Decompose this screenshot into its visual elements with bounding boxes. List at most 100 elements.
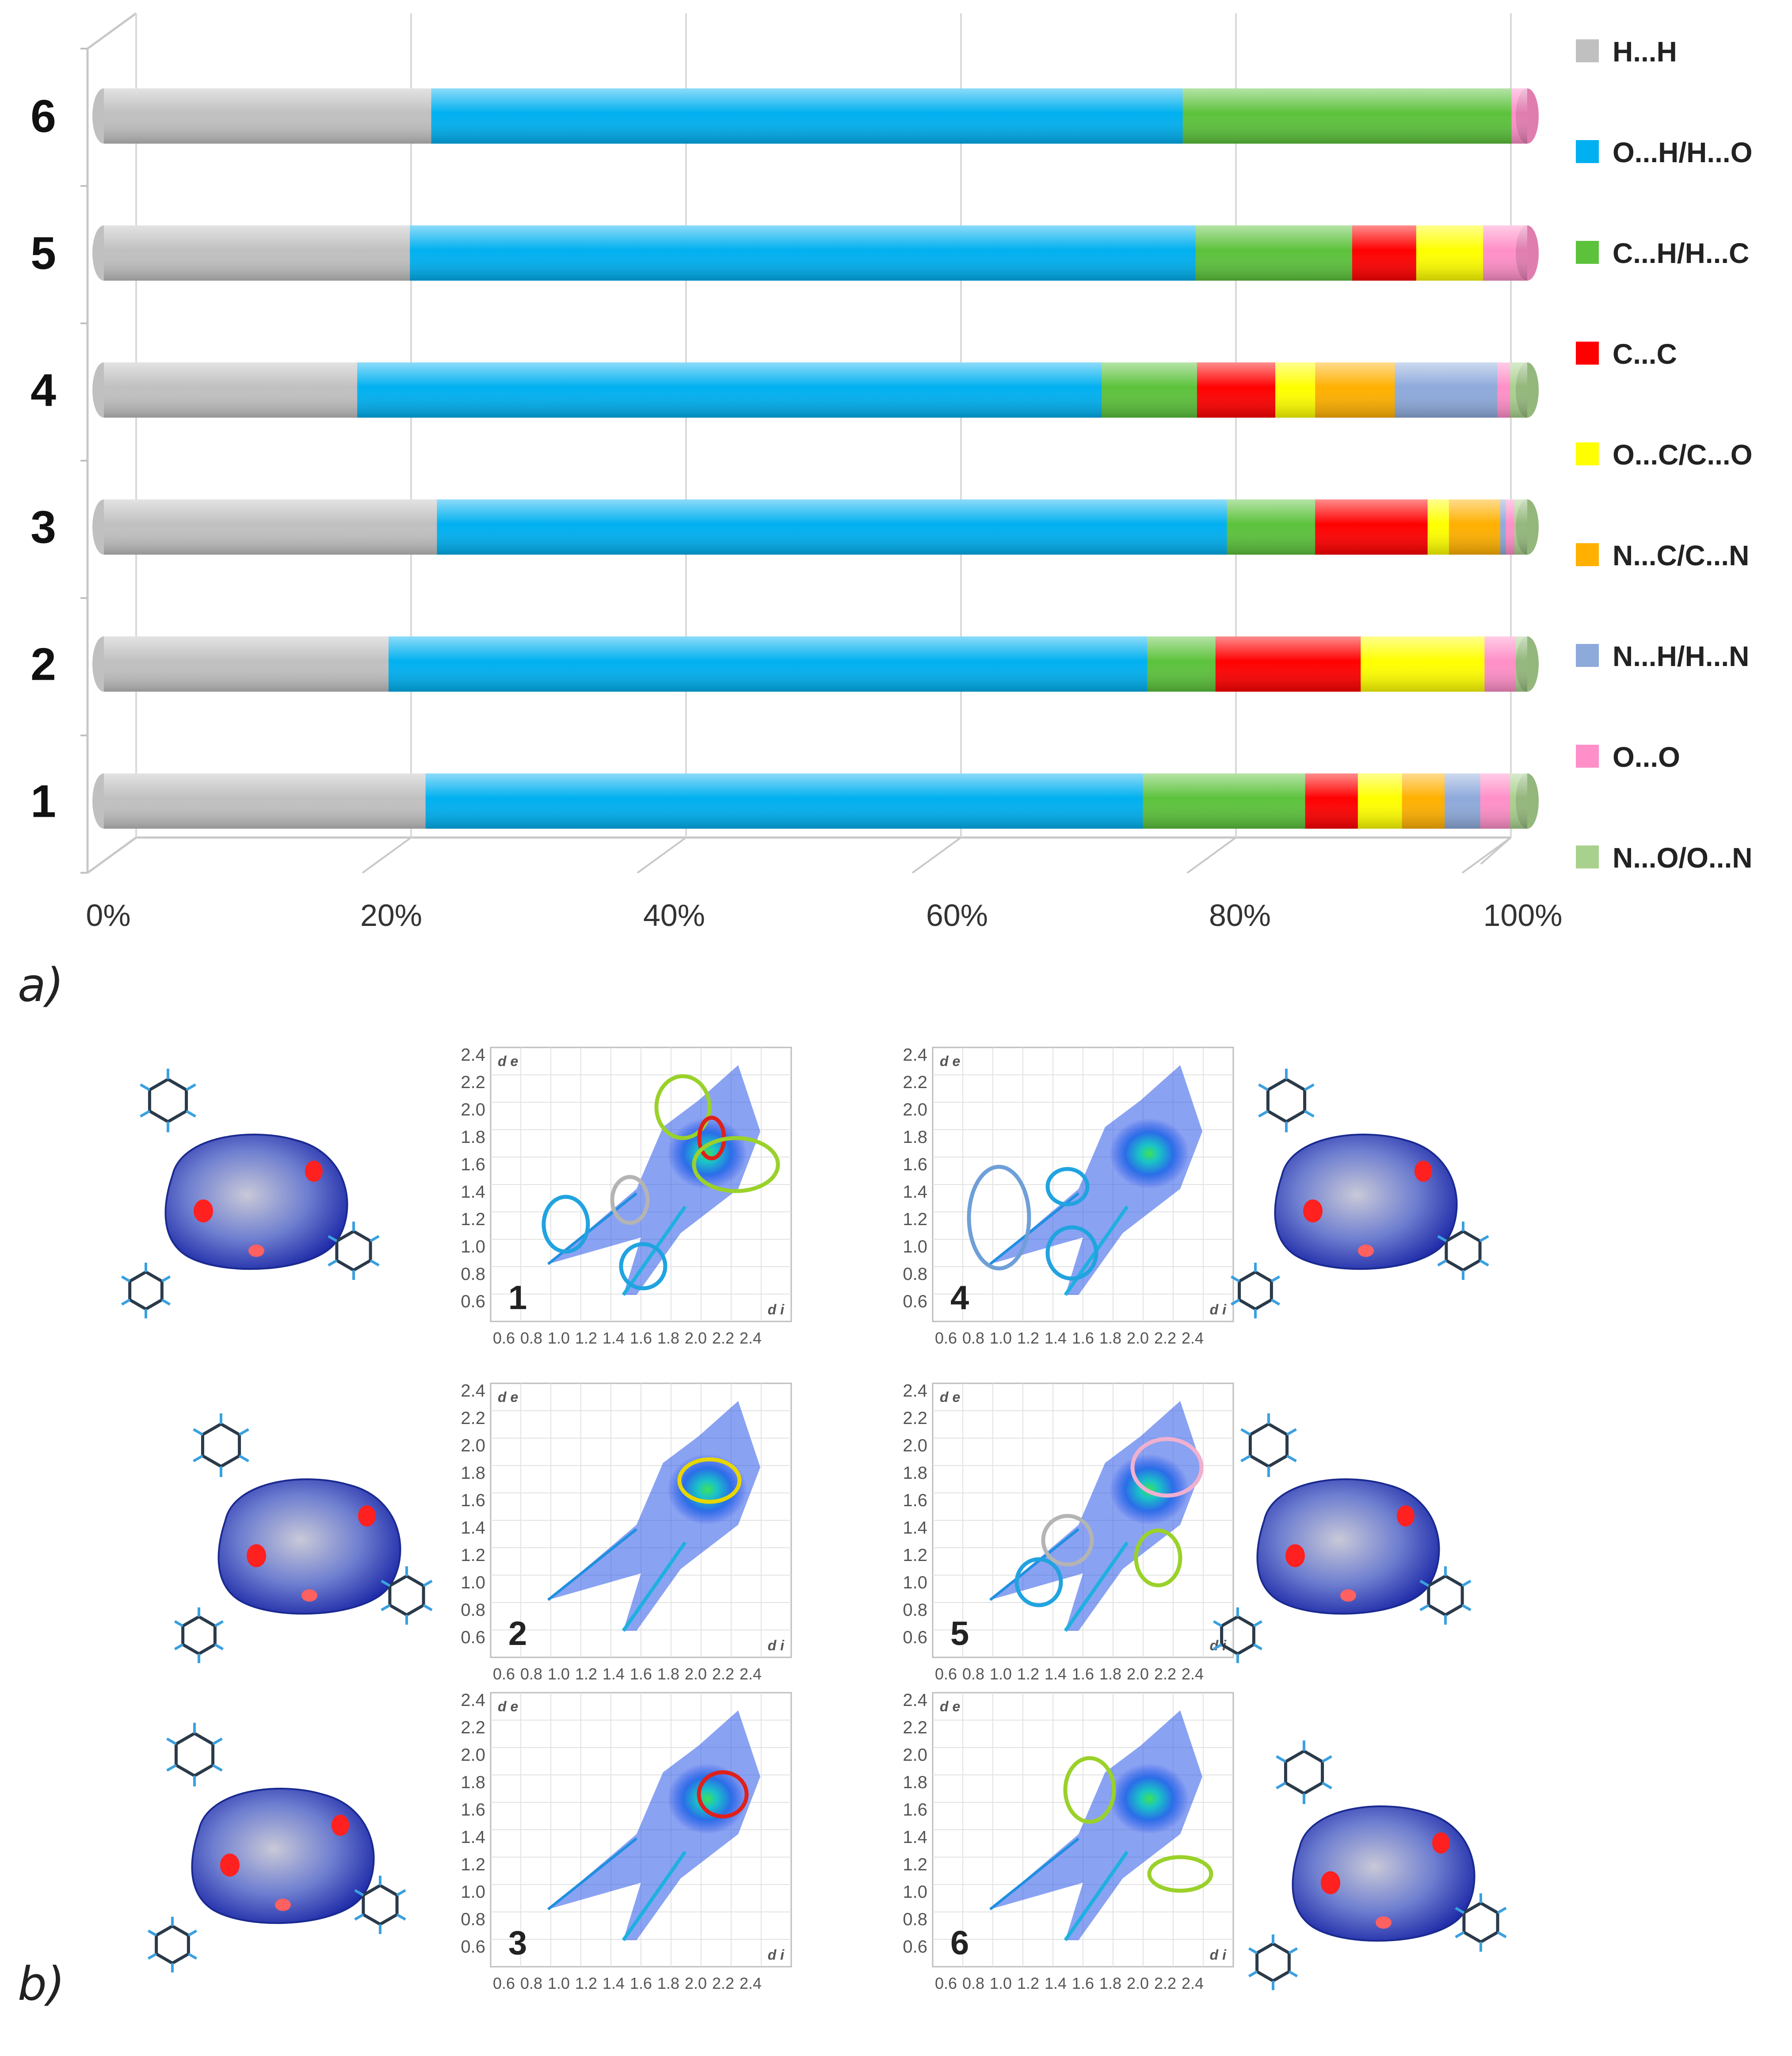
floor-gridline: [1461, 837, 1512, 874]
plot-y-tick: 1.4: [461, 1828, 485, 1847]
bar-shading: [104, 773, 1527, 829]
legend-swatch: [1576, 39, 1599, 62]
plot-x-tick: 2.2: [712, 1329, 734, 1347]
plot-y-tick: 0.8: [903, 1600, 927, 1620]
plot-x-tick: 1.2: [575, 1665, 597, 1683]
molecule-structure-icon: [335, 1229, 372, 1272]
fingerprint-spike: [621, 1205, 687, 1296]
plot-y-tick: 1.6: [461, 1155, 485, 1174]
molecule-structure-icon: [1445, 1229, 1482, 1272]
molecule-bond: [1419, 1604, 1430, 1611]
fingerprint-plot-5: 2.4 2.2 2.0 1.8 1.6 1.4 1.2 1.0 0.8 0.6 0.6 0.8 1.0 1…: [903, 1381, 1234, 1683]
molecule-bond: [187, 1929, 198, 1937]
plot-x-tick: 2.4: [1182, 1665, 1204, 1683]
plot-x-tick: 0.8: [520, 1974, 542, 1992]
plot-x-tick: 1.4: [1045, 1974, 1067, 1992]
plot-y-tick: 1.0: [461, 1237, 485, 1256]
legend-label: C...H/H...C: [1613, 237, 1749, 269]
plot-y-tick: 1.2: [903, 1546, 927, 1565]
plot-y-tick: 0.6: [461, 1628, 485, 1647]
molecule-structure-icon: [1238, 1270, 1273, 1311]
panel-label-a: a): [18, 958, 64, 1012]
plot-y-tick: 0.6: [461, 1937, 485, 1957]
molecule-bond: [174, 1643, 184, 1651]
plot-x-tick: 2.2: [1154, 1974, 1176, 1992]
molecule-bond: [1288, 1947, 1298, 1954]
molecule-bond: [1455, 1931, 1465, 1938]
plot-di-label: d i: [768, 1947, 785, 1963]
contact-spot: [1397, 1505, 1415, 1527]
molecule-bond: [1240, 1454, 1251, 1462]
molecule-bond: [140, 1110, 150, 1118]
plot-x-tick: 2.4: [1182, 1974, 1204, 1992]
legend-label: N...O/O...N: [1613, 842, 1752, 874]
plot-x-tick: 1.0: [548, 1974, 570, 1992]
fingerprint-density: [1110, 1454, 1189, 1525]
plot-x-tick: 1.2: [575, 1329, 597, 1347]
fingerprint-spike: [621, 1850, 687, 1942]
contact-spot: [301, 1589, 317, 1602]
molecule-bond: [174, 1620, 184, 1627]
molecule-bond: [328, 1259, 338, 1267]
molecule-bond: [1270, 1298, 1281, 1306]
legend-label: H...H: [1613, 36, 1677, 68]
bar-row-5: [92, 225, 1539, 281]
plot-x-tick: 0.6: [493, 1329, 515, 1347]
highlight-ellipse: [697, 1770, 749, 1819]
highlight-ellipse: [677, 1457, 742, 1504]
bar-row-2: [92, 636, 1539, 692]
fingerprint-plot-3: 2.4 2.2 2.0 1.8 1.6 1.4 1.2 1.0 0.8 0.6 0.6 0.8 1.0 1…: [461, 1690, 792, 1992]
fingerprint-density: [667, 1454, 747, 1525]
plot-x-tick: 0.8: [520, 1329, 542, 1347]
contact-spot: [247, 1544, 266, 1567]
plot-y-tick: 1.0: [903, 1237, 927, 1256]
plot-x-tick: 1.0: [548, 1329, 570, 1347]
plot-y-tick: 1.6: [903, 1800, 927, 1820]
molecule-bond: [423, 1604, 433, 1611]
category-label: 4: [31, 365, 56, 416]
plot-label: 5: [950, 1615, 969, 1652]
category-label: 3: [31, 502, 56, 553]
hirshfeld-surface-group: [1248, 1740, 1507, 1990]
plot-y-tick: 1.8: [903, 1127, 927, 1147]
legend-swatch: [1576, 140, 1599, 163]
highlight-ellipse: [1014, 1557, 1063, 1607]
plot-y-tick: 1.0: [461, 1882, 485, 1902]
plot-y-tick: 0.6: [461, 1292, 485, 1311]
plot-x-tick: 1.6: [630, 1974, 652, 1992]
plot-x-tick: 1.6: [630, 1329, 652, 1347]
highlight-ellipse: [692, 1136, 780, 1193]
molecule-bond: [147, 1953, 157, 1960]
molecule-bond: [1258, 1083, 1269, 1091]
plot-x-tick: 0.8: [962, 1974, 984, 1992]
floor-gridline: [637, 837, 687, 874]
molecule-bond: [1212, 1620, 1223, 1627]
plot-y-tick: 1.2: [903, 1210, 927, 1229]
plot-y-tick: 0.6: [903, 1292, 927, 1311]
plot-y-tick: 1.0: [903, 1882, 927, 1902]
molecule-bond: [239, 1428, 249, 1436]
plot-x-tick: 0.8: [962, 1665, 984, 1683]
molecule-bond: [381, 1580, 391, 1587]
plot-x-tick: 0.6: [493, 1974, 515, 1992]
molecule-bond: [1455, 1907, 1465, 1914]
contact-spot: [1376, 1916, 1392, 1929]
fingerprint-spike: [547, 1837, 637, 1911]
molecule-bond: [1248, 1970, 1258, 1978]
plot-y-tick: 1.8: [903, 1463, 927, 1483]
highlight-ellipse: [610, 1175, 650, 1225]
molecule-bond: [147, 1929, 157, 1937]
highlight-ellipse: [1147, 1855, 1213, 1893]
plot-y-tick: 0.8: [903, 1264, 927, 1284]
molecule-bond: [1479, 1259, 1489, 1267]
plot-y-tick: 2.2: [903, 1409, 927, 1428]
contact-spot: [275, 1899, 291, 1911]
plot-y-tick: 1.0: [903, 1573, 927, 1592]
highlight-ellipse: [1041, 1514, 1094, 1567]
molecule-structure-icon: [1427, 1574, 1464, 1617]
fingerprint-plot-6: 2.4 2.2 2.0 1.8 1.6 1.4 1.2 1.0 0.8 0.6 0.6 0.8 1.0 1…: [903, 1690, 1234, 1992]
molecule-bond: [186, 1083, 196, 1091]
fingerprint-density: [1110, 1118, 1189, 1189]
plot-y-tick: 0.6: [903, 1628, 927, 1647]
fingerprint-plot-4: 2.4 2.2 2.0 1.8 1.6 1.4 1.2 1.0 0.8 0.6 0.6 0.8 1.0 1…: [903, 1045, 1234, 1347]
